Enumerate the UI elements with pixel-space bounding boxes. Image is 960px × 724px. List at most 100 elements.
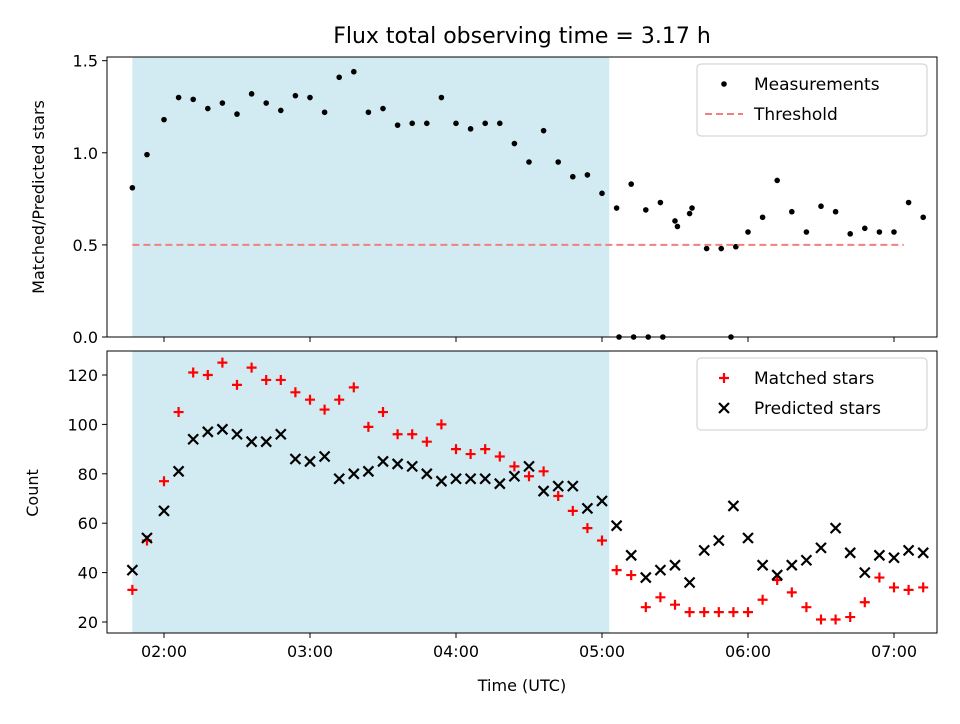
data-point bbox=[733, 243, 739, 250]
data-point bbox=[260, 435, 272, 448]
data-point bbox=[684, 607, 695, 618]
data-point bbox=[450, 472, 462, 485]
data-point bbox=[526, 159, 532, 165]
data-point bbox=[800, 554, 813, 567]
x-axis-label: Time (UTC) bbox=[477, 676, 566, 695]
series-matched-stars bbox=[127, 357, 929, 625]
data-point bbox=[859, 597, 870, 608]
data-point bbox=[640, 571, 652, 584]
data-point bbox=[508, 470, 521, 483]
data-point bbox=[553, 491, 564, 502]
data-point bbox=[640, 602, 651, 613]
y-tick-label: 100 bbox=[67, 415, 98, 434]
data-point bbox=[670, 599, 680, 610]
data-point bbox=[581, 502, 594, 515]
data-point bbox=[231, 428, 243, 441]
y-tick-label: 0.0 bbox=[73, 328, 98, 347]
data-point bbox=[859, 566, 871, 579]
data-point bbox=[643, 207, 649, 213]
data-point bbox=[847, 231, 853, 237]
data-point bbox=[873, 549, 886, 562]
data-point bbox=[699, 607, 710, 618]
data-point bbox=[718, 245, 725, 252]
data-point bbox=[655, 592, 666, 603]
x-tick-label: 03:00 bbox=[287, 642, 333, 661]
data-point bbox=[917, 547, 929, 559]
chart-title: Flux total observing time = 3.17 h bbox=[333, 24, 711, 49]
data-point bbox=[818, 203, 824, 210]
data-point bbox=[305, 394, 315, 405]
data-point bbox=[815, 542, 827, 554]
data-point bbox=[348, 382, 359, 393]
data-point bbox=[435, 475, 448, 487]
data-point bbox=[465, 449, 476, 460]
data-point bbox=[742, 532, 754, 544]
data-point bbox=[743, 607, 753, 618]
data-point bbox=[625, 549, 637, 562]
data-point bbox=[599, 190, 605, 197]
data-point bbox=[202, 426, 214, 438]
data-point bbox=[188, 367, 199, 378]
data-point bbox=[409, 120, 416, 127]
data-point bbox=[424, 120, 430, 127]
data-point bbox=[597, 535, 607, 546]
data-point bbox=[803, 229, 810, 235]
data-point bbox=[202, 370, 213, 380]
data-point bbox=[654, 564, 667, 576]
data-point bbox=[830, 614, 841, 625]
data-point bbox=[380, 105, 386, 112]
data-point bbox=[862, 225, 868, 232]
data-point bbox=[801, 602, 812, 613]
y-axis-label-top: Matched/Predicted stars bbox=[29, 100, 48, 294]
data-point bbox=[669, 559, 681, 571]
data-point bbox=[190, 96, 196, 103]
data-point bbox=[363, 421, 374, 432]
data-point bbox=[538, 466, 549, 477]
data-point bbox=[480, 444, 491, 455]
data-point bbox=[319, 404, 330, 415]
data-point bbox=[261, 374, 272, 385]
data-point bbox=[278, 107, 284, 114]
data-point bbox=[205, 105, 211, 112]
data-point bbox=[336, 74, 343, 81]
data-point bbox=[394, 122, 401, 128]
data-point bbox=[686, 210, 693, 217]
data-point bbox=[903, 584, 914, 595]
data-point bbox=[451, 444, 461, 455]
data-point bbox=[891, 229, 897, 235]
data-point bbox=[611, 565, 622, 576]
data-point bbox=[232, 379, 242, 390]
data-point bbox=[628, 181, 634, 187]
data-point bbox=[509, 461, 520, 472]
data-point bbox=[216, 423, 229, 436]
data-point bbox=[832, 208, 839, 215]
data-point bbox=[392, 429, 403, 440]
legend: Measurements Threshold bbox=[696, 63, 928, 137]
data-point bbox=[365, 109, 372, 116]
y-tick-label: 120 bbox=[67, 366, 98, 385]
data-point bbox=[905, 199, 912, 206]
data-point bbox=[772, 575, 783, 586]
data-point bbox=[304, 455, 316, 468]
data-point bbox=[275, 428, 287, 441]
data-point bbox=[234, 111, 240, 117]
data-point bbox=[816, 614, 826, 625]
y-axis-label-bottom: Count bbox=[23, 469, 42, 517]
data-point bbox=[321, 109, 328, 116]
axes-frame bbox=[106, 350, 938, 634]
data-point bbox=[844, 547, 856, 559]
data-point bbox=[453, 120, 459, 127]
data-point bbox=[713, 534, 725, 547]
data-point bbox=[540, 127, 547, 134]
data-point bbox=[683, 576, 696, 589]
axes-frame bbox=[106, 56, 938, 338]
data-point bbox=[845, 612, 856, 623]
x-tick-label: 06:00 bbox=[725, 642, 771, 661]
data-point bbox=[523, 460, 535, 473]
legend-label: Predicted stars bbox=[754, 399, 881, 419]
data-point bbox=[467, 126, 474, 132]
data-point bbox=[334, 394, 345, 405]
data-point bbox=[248, 91, 255, 97]
data-point bbox=[464, 472, 477, 485]
data-point bbox=[756, 559, 769, 571]
